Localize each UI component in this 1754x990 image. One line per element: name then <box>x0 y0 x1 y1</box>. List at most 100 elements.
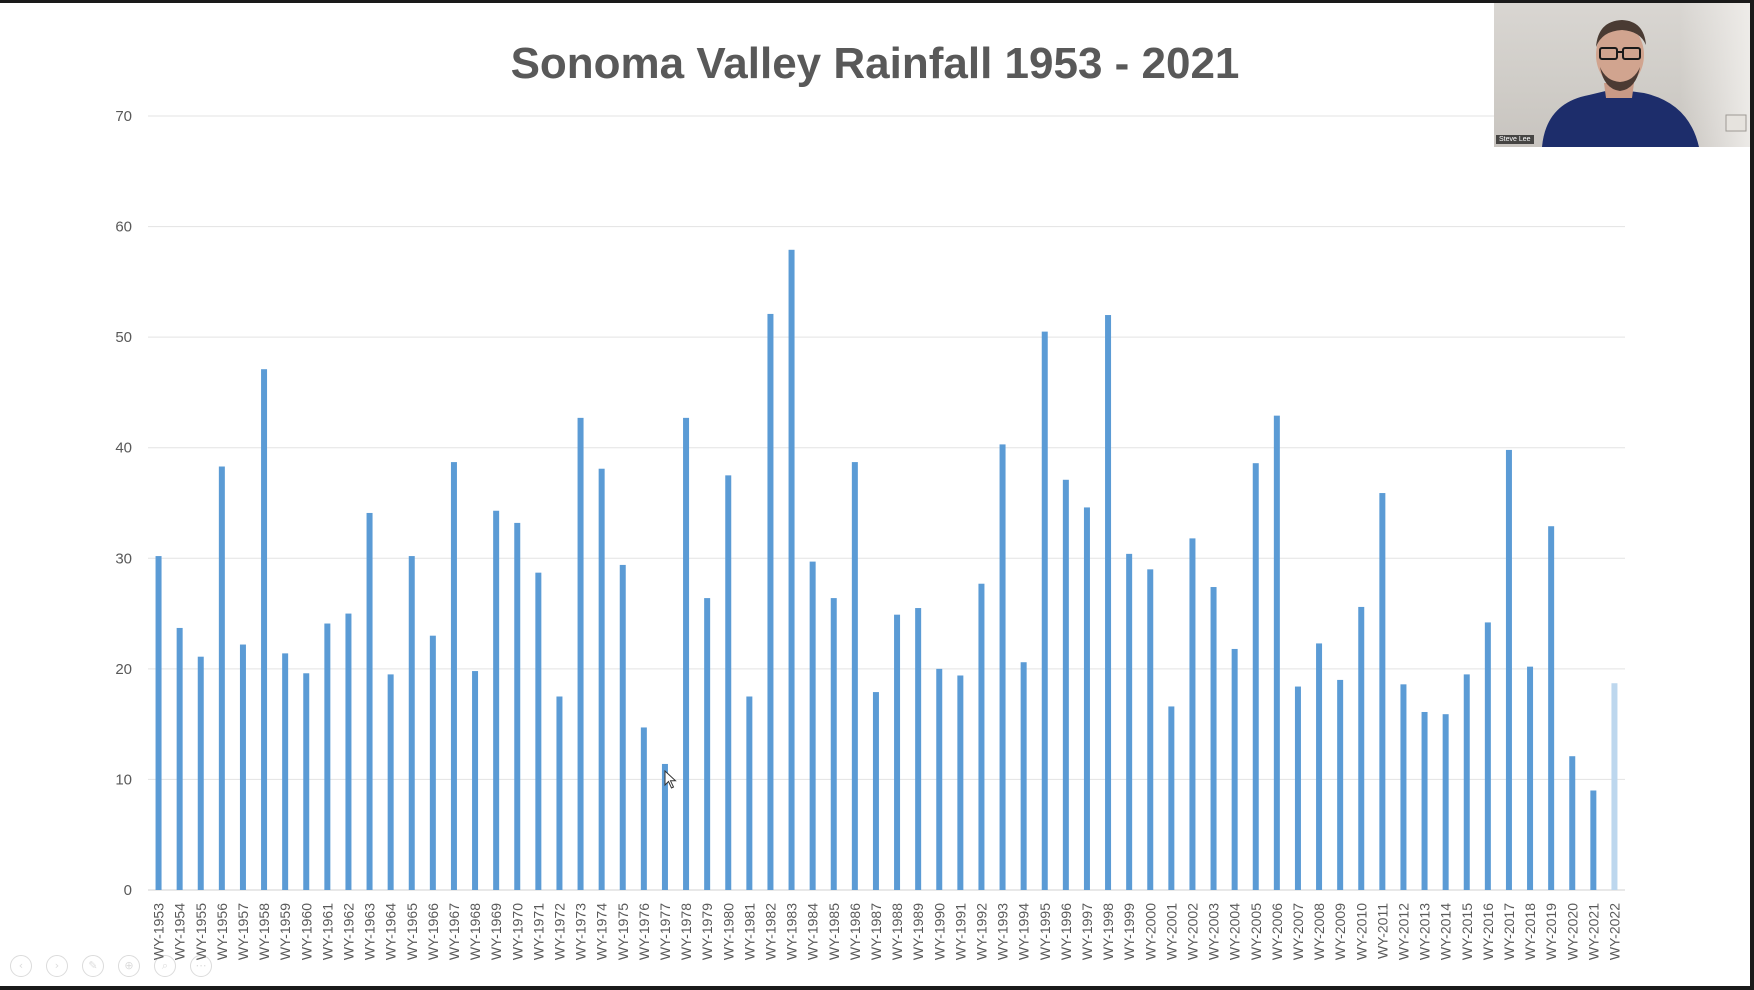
y-tick-label: 60 <box>115 219 132 236</box>
bar-wy-1999 <box>1126 553 1133 890</box>
x-tick-label: WY-1962 <box>340 903 356 960</box>
x-tick-label: WY-1976 <box>636 903 652 960</box>
x-tick-label: WY-1959 <box>277 903 293 960</box>
pen-icon[interactable]: ✎ <box>82 955 104 977</box>
x-tick-label: WY-1972 <box>551 903 567 960</box>
x-tick-label: WY-1994 <box>1016 903 1032 960</box>
bar-wy-1993 <box>999 444 1006 890</box>
zoom-icon[interactable]: ⊕ <box>118 955 140 977</box>
x-tick-label: WY-2016 <box>1480 903 1496 960</box>
slideshow-controls: ‹ › ✎ ⊕ ⌕ ⋯ <box>10 955 212 977</box>
bar-wy-1960 <box>303 673 310 890</box>
search-icon[interactable]: ⌕ <box>154 955 176 977</box>
bar-wy-2014 <box>1442 714 1449 890</box>
bar-wy-1964 <box>387 674 394 890</box>
bar-wy-1995 <box>1041 331 1048 891</box>
bar-wy-2016 <box>1484 622 1491 890</box>
x-tick-label: WY-2007 <box>1290 903 1306 960</box>
bar-wy-1989 <box>915 608 922 890</box>
x-tick-label: WY-1998 <box>1100 903 1116 960</box>
previous-slide-icon[interactable]: ‹ <box>10 955 32 977</box>
bar-wy-1973 <box>577 417 584 890</box>
y-tick-label: 20 <box>115 661 132 678</box>
bar-wy-2005 <box>1252 463 1259 890</box>
bar-wy-1986 <box>851 462 858 890</box>
chart-title: Sonoma Valley Rainfall 1953 - 2021 <box>510 39 1240 88</box>
chart-bars <box>155 249 1618 891</box>
x-tick-label: WY-1974 <box>594 903 610 960</box>
x-tick-label: WY-1997 <box>1079 903 1095 960</box>
y-tick-label: 10 <box>115 771 132 788</box>
x-tick-label: WY-1955 <box>193 903 209 960</box>
bar-wy-1983 <box>788 249 795 890</box>
x-tick-label: WY-2019 <box>1543 903 1559 960</box>
x-tick-label: WY-2004 <box>1227 903 1243 960</box>
x-tick-label: WY-1987 <box>868 903 884 960</box>
bar-wy-2019 <box>1548 526 1555 890</box>
x-tick-label: WY-1958 <box>256 903 272 960</box>
x-tick-label: WY-1988 <box>889 903 905 960</box>
bar-wy-2003 <box>1210 587 1217 890</box>
bar-wy-1972 <box>556 696 563 890</box>
bar-wy-2011 <box>1379 493 1386 890</box>
bar-wy-1966 <box>429 635 436 890</box>
presentation-slide: 0 10 20 30 40 50 60 70 WY-1953 WY-1954 WY-1955 WY-… <box>0 3 1750 986</box>
x-axis-tick-labels: WY-1953 WY-1954 WY-1955 WY-1956 WY-1957 WY-19… <box>151 903 1623 960</box>
bar-wy-2012 <box>1400 684 1407 890</box>
x-tick-label: WY-2003 <box>1206 903 1222 960</box>
x-tick-label: WY-2010 <box>1353 903 1369 960</box>
bar-wy-2006 <box>1273 415 1280 890</box>
x-tick-label: WY-1993 <box>995 903 1011 960</box>
bar-wy-2008 <box>1316 643 1323 890</box>
y-tick-label: 0 <box>124 882 132 899</box>
bar-wy-1965 <box>408 556 415 890</box>
bar-wy-1961 <box>324 623 331 890</box>
x-tick-label: WY-1975 <box>615 903 631 960</box>
x-tick-label: WY-1985 <box>826 903 842 960</box>
next-slide-icon[interactable]: › <box>46 955 68 977</box>
bar-wy-1992 <box>978 583 985 890</box>
y-tick-label: 70 <box>115 108 132 125</box>
webcam-video-thumbnail[interactable]: Steve Lee <box>1494 3 1750 147</box>
x-tick-label: WY-2022 <box>1606 903 1622 960</box>
x-tick-label: WY-1968 <box>467 903 483 960</box>
bar-wy-1994 <box>1020 662 1027 890</box>
x-tick-label: WY-2005 <box>1248 903 1264 960</box>
chart-gridlines <box>148 115 1625 891</box>
bar-wy-1985 <box>830 598 837 890</box>
y-tick-label: 40 <box>115 440 132 457</box>
x-tick-label: WY-1970 <box>509 903 525 960</box>
x-tick-label: WY-1991 <box>952 903 968 960</box>
x-tick-label: WY-2020 <box>1564 903 1580 960</box>
x-tick-label: WY-1953 <box>151 903 167 960</box>
bar-wy-1997 <box>1083 507 1090 890</box>
bar-wy-1955 <box>197 656 204 890</box>
bar-wy-1979 <box>704 598 711 890</box>
x-tick-label: WY-2000 <box>1142 903 1158 960</box>
x-tick-label: WY-2013 <box>1417 903 1433 960</box>
x-tick-label: WY-2018 <box>1522 903 1538 960</box>
bar-wy-2000 <box>1147 569 1154 890</box>
x-tick-label: WY-1990 <box>931 903 947 960</box>
bar-wy-1981 <box>746 696 753 890</box>
x-tick-label: WY-1957 <box>235 903 251 960</box>
bar-wy-1978 <box>683 417 690 890</box>
bar-wy-1976 <box>640 727 647 890</box>
x-tick-label: WY-2008 <box>1311 903 1327 960</box>
x-tick-label: WY-2011 <box>1374 903 1390 959</box>
x-tick-label: WY-1980 <box>720 903 736 960</box>
bar-wy-1971 <box>535 572 542 890</box>
y-tick-label: 50 <box>115 329 132 346</box>
x-tick-label: WY-1982 <box>762 903 778 960</box>
bar-wy-2018 <box>1527 666 1534 890</box>
more-options-icon[interactable]: ⋯ <box>190 955 212 977</box>
x-tick-label: WY-1986 <box>847 903 863 960</box>
x-tick-label: WY-2009 <box>1332 903 1348 960</box>
bar-wy-1975 <box>619 564 626 890</box>
bar-wy-1987 <box>872 692 879 890</box>
bar-wy-1953 <box>155 556 162 890</box>
x-tick-label: WY-1956 <box>214 903 230 960</box>
x-tick-label: WY-2012 <box>1395 903 1411 960</box>
x-tick-label: WY-1960 <box>298 903 314 960</box>
